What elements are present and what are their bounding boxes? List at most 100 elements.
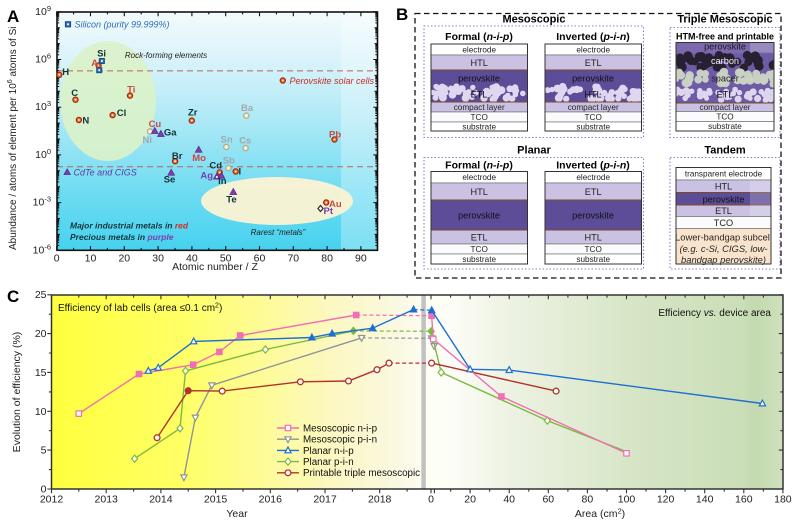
svg-text:25: 25 bbox=[35, 289, 47, 301]
svg-text:Planar n-i-p: Planar n-i-p bbox=[303, 446, 354, 457]
svg-text:20: 20 bbox=[464, 494, 476, 506]
svg-text:I: I bbox=[239, 167, 242, 178]
svg-text:substrate: substrate bbox=[462, 123, 496, 132]
svg-text:HTL: HTL bbox=[585, 232, 602, 242]
svg-text:Tandem: Tandem bbox=[704, 145, 746, 157]
svg-text:Efficiency vs. device area: Efficiency vs. device area bbox=[658, 308, 771, 319]
svg-text:Rarest “metals”: Rarest “metals” bbox=[251, 228, 306, 237]
svg-text:Si: Si bbox=[97, 48, 106, 59]
svg-text:60: 60 bbox=[542, 494, 554, 506]
svg-text:Inverted (p-i-n): Inverted (p-i-n) bbox=[556, 160, 630, 172]
svg-text:0: 0 bbox=[54, 253, 60, 265]
svg-text:HTM-free and printable: HTM-free and printable bbox=[676, 32, 774, 42]
svg-text:0: 0 bbox=[41, 484, 47, 496]
svg-text:Triple Mesoscopic: Triple Mesoscopic bbox=[677, 14, 772, 26]
svg-text:Cs: Cs bbox=[239, 136, 251, 147]
svg-text:0: 0 bbox=[428, 494, 434, 506]
svg-text:C: C bbox=[7, 287, 19, 306]
svg-text:Efficiency of lab cells (area: Efficiency of lab cells (area ≤0.1 cm2) bbox=[58, 303, 222, 315]
svg-text:Cu: Cu bbox=[149, 119, 162, 130]
svg-text:Ni: Ni bbox=[143, 135, 153, 146]
svg-text:10: 10 bbox=[35, 406, 47, 418]
svg-text:compact layer: compact layer bbox=[700, 103, 751, 112]
svg-text:2013: 2013 bbox=[95, 494, 119, 506]
svg-text:compact layer: compact layer bbox=[454, 103, 505, 112]
svg-text:ETL: ETL bbox=[585, 187, 602, 197]
svg-text:Precious metals in purple: Precious metals in purple bbox=[70, 232, 174, 242]
svg-text:substrate: substrate bbox=[462, 255, 496, 264]
svg-text:Sb: Sb bbox=[223, 155, 235, 166]
svg-text:ETL: ETL bbox=[715, 206, 732, 216]
svg-text:Atomic number / Z: Atomic number / Z bbox=[172, 261, 258, 273]
svg-text:30: 30 bbox=[152, 253, 164, 265]
svg-text:ETL: ETL bbox=[471, 232, 488, 242]
svg-text:N: N bbox=[82, 116, 89, 127]
svg-text:perovskite: perovskite bbox=[572, 211, 614, 221]
svg-text:Year: Year bbox=[226, 508, 248, 520]
svg-text:B: B bbox=[396, 5, 408, 24]
svg-text:160: 160 bbox=[735, 494, 753, 506]
svg-text:transparent electrode: transparent electrode bbox=[685, 170, 763, 179]
svg-text:2016: 2016 bbox=[259, 494, 283, 506]
svg-text:perovskite: perovskite bbox=[458, 211, 500, 221]
svg-text:Te: Te bbox=[226, 194, 236, 205]
svg-text:A: A bbox=[7, 7, 19, 26]
svg-text:C: C bbox=[71, 88, 78, 99]
svg-text:Sn: Sn bbox=[221, 135, 233, 146]
svg-text:Mesoscopic: Mesoscopic bbox=[503, 14, 566, 26]
svg-text:Planar: Planar bbox=[517, 145, 551, 157]
svg-text:perovskite: perovskite bbox=[572, 74, 614, 84]
svg-text:Lower-bandgap subcell: Lower-bandgap subcell bbox=[675, 232, 772, 243]
svg-text:2017: 2017 bbox=[313, 494, 337, 506]
svg-text:CdTe and CIGS: CdTe and CIGS bbox=[74, 167, 137, 177]
svg-text:perovskite: perovskite bbox=[703, 194, 745, 204]
svg-text:electrode: electrode bbox=[462, 173, 496, 182]
svg-text:20: 20 bbox=[118, 253, 130, 265]
svg-text:Se: Se bbox=[164, 174, 176, 185]
svg-text:electrode: electrode bbox=[576, 46, 610, 55]
svg-text:TCO: TCO bbox=[471, 113, 488, 122]
svg-text:70: 70 bbox=[287, 253, 299, 265]
svg-text:TCO: TCO bbox=[585, 245, 602, 254]
svg-text:perovskite: perovskite bbox=[458, 74, 500, 84]
svg-text:20: 20 bbox=[35, 328, 47, 340]
svg-text:(e.g. c-Si, CIGS, low-: (e.g. c-Si, CIGS, low- bbox=[679, 243, 767, 254]
svg-text:TCO: TCO bbox=[585, 113, 602, 122]
svg-text:carbon: carbon bbox=[711, 56, 739, 66]
svg-text:Inverted (p-i-n): Inverted (p-i-n) bbox=[556, 31, 630, 43]
svg-text:TCO: TCO bbox=[471, 245, 488, 254]
svg-text:Ag: Ag bbox=[200, 170, 213, 181]
svg-text:spacer: spacer bbox=[711, 74, 739, 84]
svg-text:Major industrial metals in red: Major industrial metals in red bbox=[70, 221, 189, 231]
svg-text:In: In bbox=[218, 176, 227, 187]
svg-text:electrode: electrode bbox=[462, 46, 496, 55]
svg-text:ETL: ETL bbox=[717, 90, 734, 100]
svg-text:Evolution of efficiency (%): Evolution of efficiency (%) bbox=[11, 332, 23, 453]
svg-text:TCO: TCO bbox=[716, 113, 733, 122]
svg-text:HTL: HTL bbox=[584, 90, 601, 100]
svg-text:Zr: Zr bbox=[188, 108, 198, 119]
svg-text:120: 120 bbox=[657, 494, 675, 506]
svg-text:Pb: Pb bbox=[329, 129, 341, 140]
svg-text:Ba: Ba bbox=[241, 103, 254, 114]
svg-text:H: H bbox=[62, 67, 69, 78]
svg-text:Cl: Cl bbox=[117, 108, 127, 119]
svg-text:180: 180 bbox=[774, 494, 792, 506]
svg-text:Abundance / atoms of element p: Abundance / atoms of element per 106 ato… bbox=[7, 27, 19, 251]
svg-text:40: 40 bbox=[503, 494, 515, 506]
svg-text:2014: 2014 bbox=[149, 494, 173, 506]
svg-text:2018: 2018 bbox=[368, 494, 392, 506]
svg-text:bandgap perovskite): bandgap perovskite) bbox=[681, 254, 766, 265]
svg-text:Mo: Mo bbox=[192, 153, 206, 164]
svg-text:substrate: substrate bbox=[576, 123, 610, 132]
svg-text:Silicon (purity 99.999%): Silicon (purity 99.999%) bbox=[75, 20, 170, 30]
svg-text:80: 80 bbox=[321, 253, 333, 265]
svg-text:15: 15 bbox=[35, 367, 47, 379]
svg-text:2015: 2015 bbox=[204, 494, 228, 506]
svg-text:Mesoscopic n-i-p: Mesoscopic n-i-p bbox=[303, 423, 378, 434]
svg-text:Formal (n-i-p): Formal (n-i-p) bbox=[445, 31, 513, 43]
svg-text:substrate: substrate bbox=[576, 255, 610, 264]
svg-text:compact layer: compact layer bbox=[568, 103, 619, 112]
svg-text:Perovskite solar cells: Perovskite solar cells bbox=[290, 76, 375, 86]
svg-text:10: 10 bbox=[85, 253, 97, 265]
